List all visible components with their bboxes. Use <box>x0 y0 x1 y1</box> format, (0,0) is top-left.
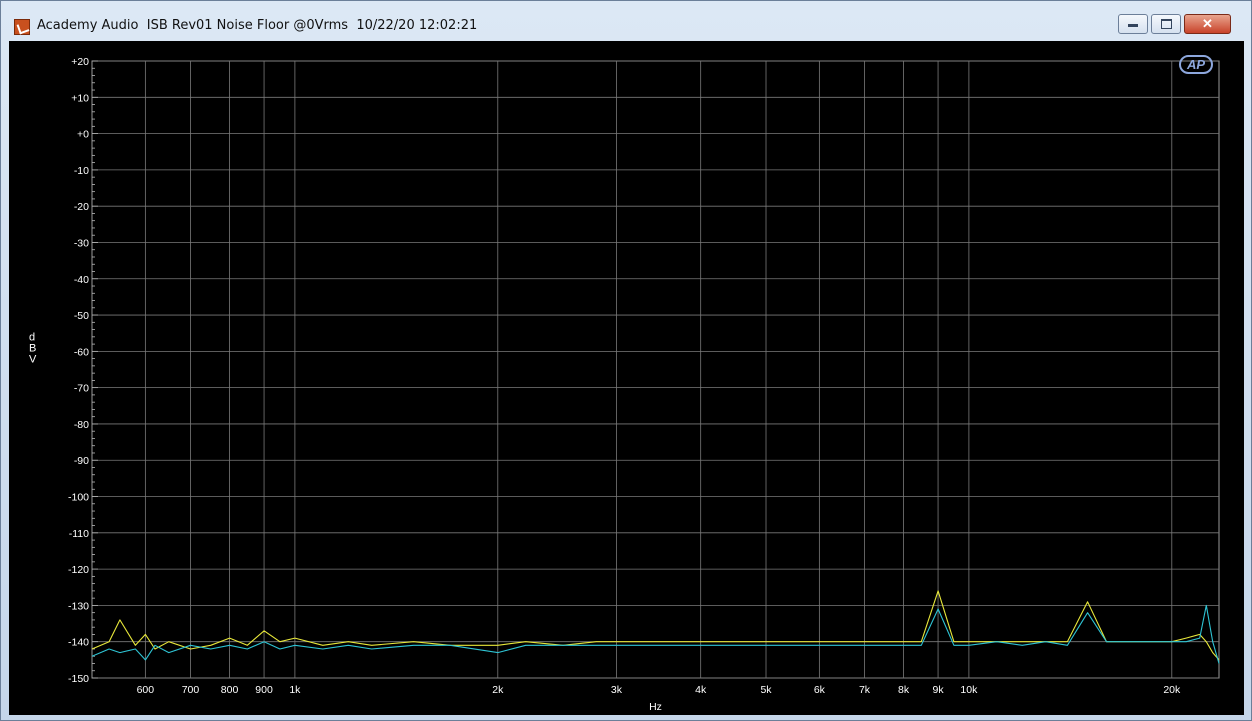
y-tick-label: -120 <box>68 564 89 576</box>
chart-series <box>91 590 1220 664</box>
maximize-icon <box>1160 19 1172 29</box>
y-tick-label: -40 <box>74 274 89 286</box>
app-icon[interactable] <box>14 19 30 35</box>
y-tick-label: -10 <box>74 165 89 177</box>
x-tick-label: 9k <box>933 684 945 696</box>
y-axis-label-char: d <box>29 331 35 343</box>
y-tick-label: -20 <box>74 201 89 213</box>
x-tick-label: 5k <box>760 684 772 696</box>
x-axis-label: Hz <box>649 701 662 713</box>
window-title: Academy Audio ISB Rev01 Noise Floor @0Vr… <box>37 18 478 33</box>
minimize-icon <box>1128 24 1138 27</box>
chart-grid <box>91 60 1220 679</box>
y-tick-label: -140 <box>68 637 89 649</box>
y-tick-label: -80 <box>74 419 89 431</box>
ap-logo: AP <box>1179 55 1213 74</box>
x-tick-label: 800 <box>221 684 239 696</box>
y-tick-label: -90 <box>74 455 89 467</box>
x-tick-labels: 600 700 800 900 1k 2k 3k 4k 5k 6k 7k 8k 9k 10k 20k <box>137 684 1181 696</box>
y-tick-label: -70 <box>74 383 89 395</box>
y-tick-label: -110 <box>69 528 89 540</box>
y-tick-label: -50 <box>74 310 89 322</box>
close-icon: ✕ <box>1202 16 1213 31</box>
x-tick-label: 6k <box>814 684 826 696</box>
title-bar[interactable]: Academy Audio ISB Rev01 Noise Floor @0Vr… <box>1 1 1251 41</box>
close-button[interactable]: ✕ <box>1184 14 1231 34</box>
plot-frame <box>91 60 1220 679</box>
y-tick-label: +0 <box>77 129 89 141</box>
y-tick-label: +10 <box>71 92 89 104</box>
x-tick-label: 700 <box>182 684 200 696</box>
x-tick-label: 900 <box>255 684 273 696</box>
x-tick-label: 2k <box>492 684 504 696</box>
y-axis-label-char: B <box>29 342 36 354</box>
x-tick-label: 8k <box>898 684 910 696</box>
maximize-button[interactable] <box>1151 14 1181 34</box>
minimize-button[interactable] <box>1118 14 1148 34</box>
x-tick-label: 3k <box>611 684 623 696</box>
x-tick-label: 20k <box>1163 684 1181 696</box>
y-tick-labels: +20 +10 +0 -10 -20 -30 -40 -50 -60 -70 -80 -90 -100 -… <box>68 56 89 685</box>
series-line-2 <box>91 604 1220 664</box>
series-line-1 <box>91 590 1220 661</box>
chart-area: +20 +10 +0 -10 -20 -30 -40 -50 -60 -70 -80 -90 -100 -… <box>9 41 1244 715</box>
y-tick-label: -100 <box>68 492 89 504</box>
y-axis-label-char: V <box>29 353 37 365</box>
x-tick-label: 7k <box>859 684 871 696</box>
y-tick-label: -130 <box>68 600 89 612</box>
y-tick-label: -30 <box>74 237 89 249</box>
y-tick-label: -60 <box>74 346 89 358</box>
x-tick-label: 4k <box>695 684 707 696</box>
x-tick-label: 1k <box>289 684 301 696</box>
x-tick-label: 600 <box>137 684 155 696</box>
y-tick-label: +20 <box>71 56 89 68</box>
x-tick-label: 10k <box>960 684 978 696</box>
noise-floor-chart: +20 +10 +0 -10 -20 -30 -40 -50 -60 -70 -80 -90 -100 -… <box>29 56 1220 713</box>
y-tick-label: -150 <box>68 673 89 685</box>
